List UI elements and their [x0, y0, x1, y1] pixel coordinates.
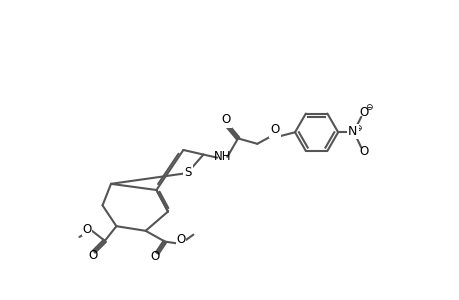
Text: S: S — [184, 166, 191, 179]
Text: O: O — [150, 250, 159, 263]
Text: O: O — [176, 233, 185, 246]
Text: O: O — [82, 223, 91, 236]
Text: O: O — [270, 123, 279, 136]
Text: N: N — [347, 125, 357, 138]
Text: O: O — [221, 113, 230, 126]
Text: O: O — [89, 249, 98, 262]
Text: ⊕: ⊕ — [354, 124, 361, 133]
Text: O: O — [358, 145, 367, 158]
Text: ⊖: ⊖ — [364, 103, 372, 112]
Text: O: O — [358, 106, 367, 119]
Text: NH: NH — [213, 150, 231, 164]
